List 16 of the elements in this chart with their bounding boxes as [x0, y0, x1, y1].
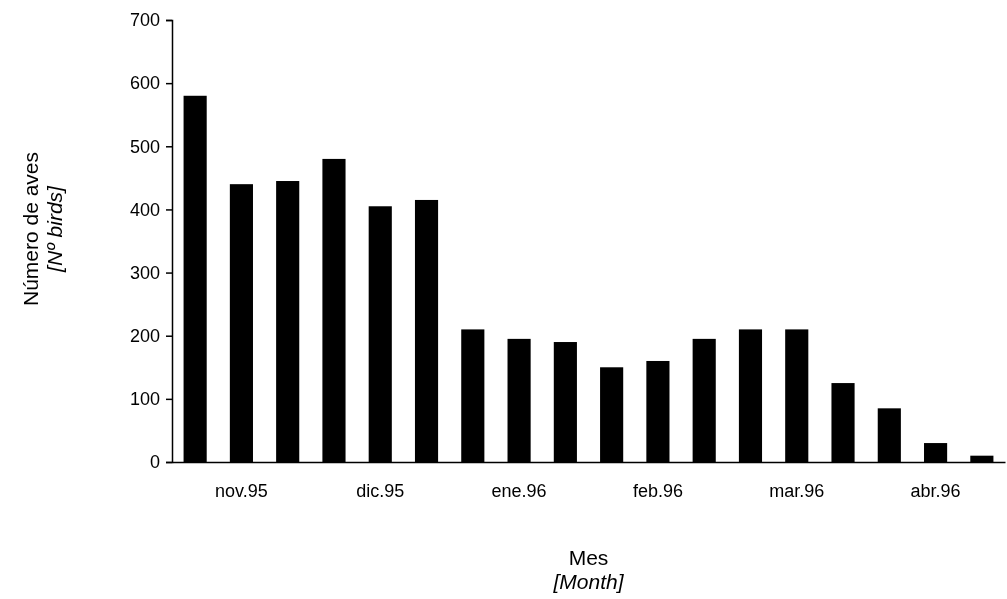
y-tick-label: 700	[129, 10, 160, 31]
y-tick-label: 300	[129, 262, 160, 283]
y-tick-label: 600	[129, 73, 160, 94]
x-axis-title: Mes [Month]	[552, 546, 625, 594]
y-tick-label: 500	[129, 136, 160, 157]
y-axis-title: Número de aves [Nº birds]	[19, 151, 67, 307]
x-tick-label: dic.95	[356, 480, 405, 501]
x-tick-label: feb.96	[632, 480, 683, 501]
y-tick-label: 200	[129, 325, 160, 346]
y-tick-label: 0	[149, 452, 160, 473]
x-tick-label: ene.96	[491, 480, 547, 501]
y-tick-label: 400	[129, 199, 160, 220]
x-tick-label: mar.96	[769, 480, 825, 501]
x-tick-label: nov.95	[215, 480, 268, 501]
x-tick-label: abr.96	[910, 480, 961, 501]
y-tick-label: 100	[129, 389, 160, 410]
